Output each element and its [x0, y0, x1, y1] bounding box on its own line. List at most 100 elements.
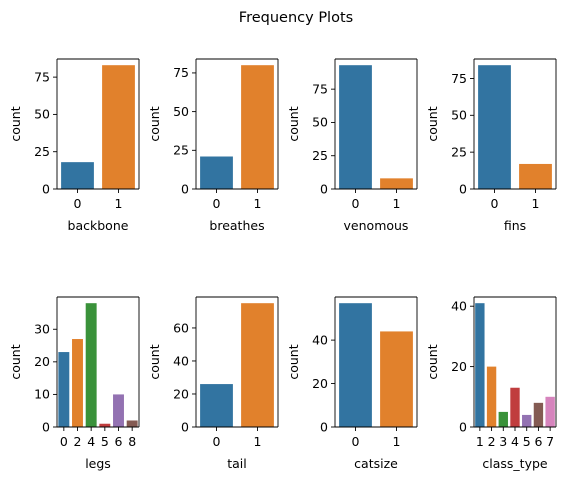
subplot-catsize: 0 20 40 0 1 catsize count: [286, 296, 418, 471]
subplot-fins: 0 25 50 75 0 1 fins count: [425, 58, 557, 233]
x-tick-label: 1: [115, 196, 123, 211]
y-tick-label: 20: [312, 376, 328, 391]
bar-6: [113, 394, 124, 427]
x-tick-label: 1: [254, 196, 262, 211]
x-tick-label: 1: [254, 434, 262, 449]
x-tick-label: 0: [213, 196, 221, 211]
y-tick-label: 0: [181, 181, 189, 196]
y-tick-label: 50: [34, 107, 50, 122]
bar-1: [380, 178, 413, 189]
y-tick-label: 20: [451, 359, 467, 374]
y-tick-label: 0: [459, 419, 467, 434]
subplot-venomous: 0 25 50 75 0 1 venomous count: [286, 58, 418, 233]
y-tick-label: 75: [34, 69, 50, 84]
bar-0: [339, 303, 372, 427]
y-tick-label: 50: [312, 115, 328, 130]
x-tick-label: 6: [115, 434, 123, 449]
y-tick-label: 0: [459, 181, 467, 196]
x-tick-label: 0: [213, 434, 221, 449]
y-tick-label: 0: [42, 419, 50, 434]
y-tick-label: 0: [42, 181, 50, 196]
bar-2: [486, 366, 497, 427]
y-axis-label: count: [425, 344, 440, 379]
bar-1: [519, 163, 552, 189]
bar-1: [475, 303, 485, 427]
y-tick-label: 20: [34, 354, 50, 369]
x-tick-label: 7: [546, 434, 554, 449]
bar-5: [99, 423, 111, 427]
y-tick-label: 20: [173, 386, 189, 401]
bar-4: [85, 303, 97, 427]
y-tick-label: 10: [34, 387, 50, 402]
bar-1: [241, 303, 274, 427]
bar-8: [126, 420, 138, 427]
x-tick-label: 2: [74, 434, 82, 449]
subplot-backbone: 0 25 50 75 0 1 backbone count: [8, 58, 140, 233]
y-tick-label: 75: [312, 81, 328, 96]
x-tick-label: 6: [534, 434, 542, 449]
y-axis-label: count: [286, 106, 301, 141]
x-tick-label: 4: [87, 434, 95, 449]
y-axis-label: count: [425, 106, 440, 141]
x-axis-label: class_type: [482, 456, 548, 471]
x-axis-label: fins: [504, 218, 526, 233]
x-axis-label: breathes: [209, 218, 264, 233]
y-tick-label: 60: [173, 320, 189, 335]
x-axis-label: tail: [227, 456, 247, 471]
y-tick-label: 25: [312, 148, 328, 163]
bar-0: [478, 65, 511, 189]
y-tick-label: 40: [451, 299, 467, 314]
x-axis-label: legs: [85, 456, 111, 471]
subplot-breathes: 0 25 50 75 0 1 breathes count: [147, 58, 279, 233]
x-tick-label: 5: [101, 434, 109, 449]
y-tick-label: 25: [451, 144, 467, 159]
x-tick-label: 0: [491, 196, 499, 211]
bar-0: [339, 65, 372, 189]
y-tick-label: 75: [173, 65, 189, 80]
bar-4: [510, 387, 520, 427]
x-tick-label: 0: [60, 434, 68, 449]
bar-2: [72, 339, 83, 427]
y-tick-label: 40: [312, 332, 328, 347]
x-tick-label: 4: [511, 434, 519, 449]
y-tick-label: 25: [34, 144, 50, 159]
figure-title: Frequency Plots: [239, 10, 353, 26]
bar-0: [200, 384, 233, 427]
y-tick-label: 0: [320, 181, 328, 196]
y-tick-label: 50: [451, 108, 467, 123]
bar-1: [102, 65, 135, 189]
y-tick-label: 25: [173, 143, 189, 158]
x-tick-label: 1: [532, 196, 540, 211]
y-tick-label: 40: [173, 353, 189, 368]
x-axis-label: venomous: [344, 218, 409, 233]
y-tick-label: 0: [320, 419, 328, 434]
bar-7: [545, 396, 555, 427]
x-tick-label: 1: [476, 434, 484, 449]
x-tick-label: 0: [74, 196, 82, 211]
subplot-class-type: 0 20 40 1 2 3 4 5 6 7 class_type count: [425, 296, 557, 471]
y-axis-label: count: [8, 106, 23, 141]
bar-3: [498, 411, 508, 427]
x-tick-label: 0: [352, 196, 360, 211]
x-tick-label: 3: [499, 434, 507, 449]
x-axis-label: backbone: [68, 218, 129, 233]
y-tick-label: 30: [34, 322, 50, 337]
bar-0: [61, 162, 94, 189]
bar-1: [380, 331, 413, 427]
x-tick-label: 2: [488, 434, 496, 449]
y-tick-label: 50: [173, 104, 189, 119]
x-tick-label: 1: [393, 196, 401, 211]
y-tick-label: 75: [451, 71, 467, 86]
x-tick-label: 8: [128, 434, 136, 449]
x-tick-label: 1: [393, 434, 401, 449]
x-tick-label: 5: [523, 434, 531, 449]
bar-0: [58, 352, 70, 427]
bar-0: [200, 156, 233, 189]
y-axis-label: count: [147, 106, 162, 141]
bar-1: [241, 65, 274, 189]
x-axis-label: catsize: [354, 456, 398, 471]
y-axis-label: count: [286, 344, 301, 379]
